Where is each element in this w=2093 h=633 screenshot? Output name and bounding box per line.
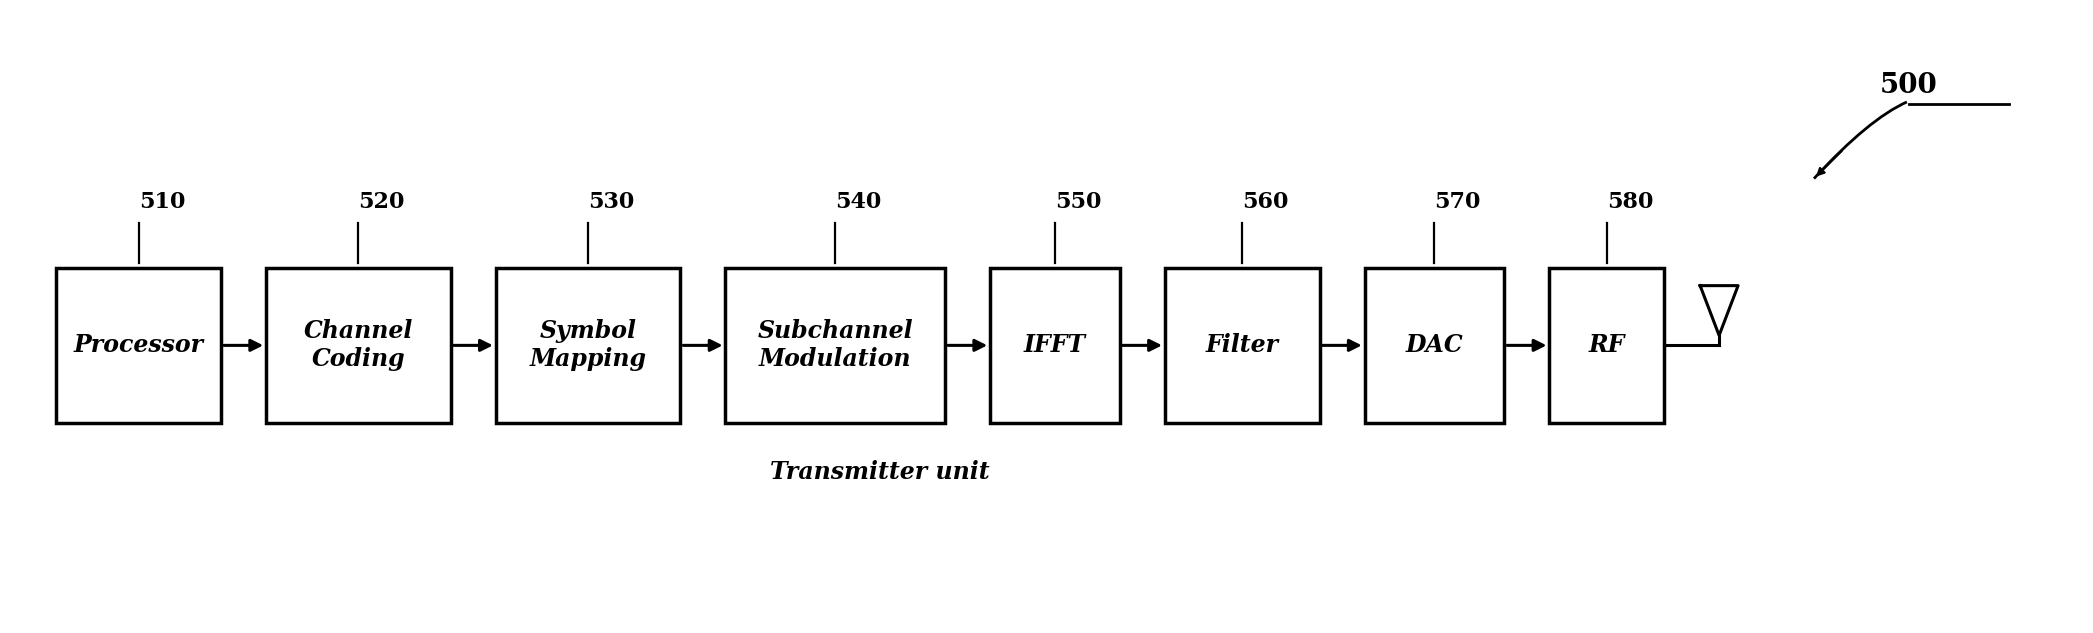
Text: Coding: Coding [312,348,406,372]
Text: 530: 530 [588,191,634,213]
Text: Modulation: Modulation [760,348,913,372]
FancyBboxPatch shape [1549,268,1664,423]
Text: 510: 510 [138,191,184,213]
Text: 500: 500 [1880,72,1938,99]
Text: 560: 560 [1243,191,1289,213]
Text: Subchannel: Subchannel [758,320,913,344]
Text: Channel: Channel [303,320,412,344]
Text: IFFT: IFFT [1023,334,1086,358]
Text: Symbol: Symbol [540,320,636,344]
Text: DAC: DAC [1406,334,1463,358]
FancyBboxPatch shape [496,268,680,423]
FancyBboxPatch shape [1365,268,1505,423]
Text: Mapping: Mapping [530,348,647,372]
Text: 540: 540 [835,191,881,213]
FancyBboxPatch shape [1166,268,1321,423]
FancyBboxPatch shape [57,268,222,423]
FancyBboxPatch shape [990,268,1120,423]
Text: 550: 550 [1055,191,1101,213]
FancyBboxPatch shape [726,268,946,423]
Text: 570: 570 [1434,191,1482,213]
Text: RF: RF [1589,334,1624,358]
Text: Processor: Processor [73,334,203,358]
Text: Filter: Filter [1206,334,1279,358]
Text: 520: 520 [358,191,404,213]
Text: 580: 580 [1607,191,1653,213]
Text: Transmitter unit: Transmitter unit [770,460,990,484]
FancyBboxPatch shape [266,268,450,423]
